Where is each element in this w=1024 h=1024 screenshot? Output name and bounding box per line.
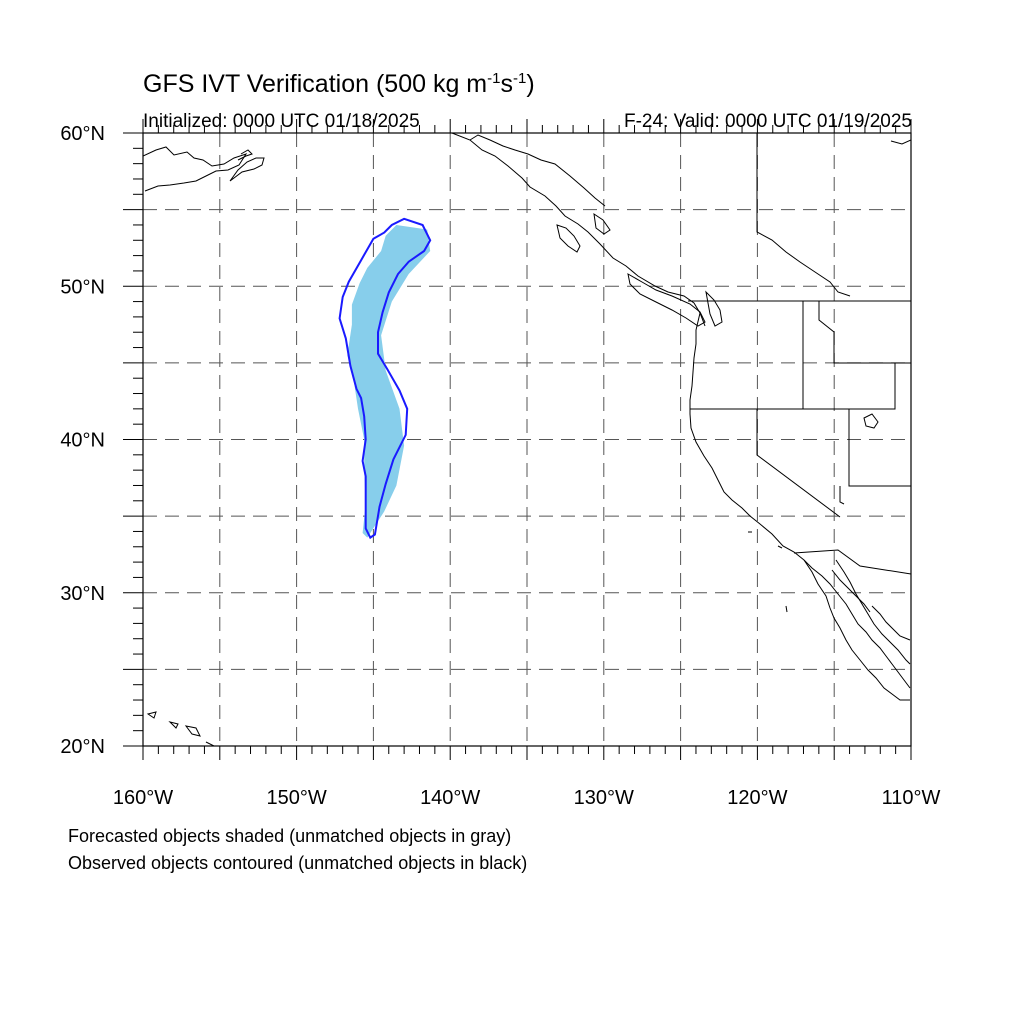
lon-tick-label: 110°W bbox=[882, 787, 941, 809]
forecast-legend-note: Forecasted objects shaded (unmatched obj… bbox=[68, 826, 512, 846]
lon-tick-label: 120°W bbox=[727, 787, 787, 809]
axis-ticks bbox=[123, 119, 912, 760]
coastlines-and-borders bbox=[143, 133, 911, 746]
lon-tick-label: 160°W bbox=[113, 787, 173, 809]
observed-legend-note: Observed objects contoured (unmatched ob… bbox=[68, 853, 528, 873]
map-frame bbox=[142, 132, 912, 747]
init-time-label: Initialized: 0000 UTC 01/18/2025 bbox=[143, 111, 420, 132]
lat-tick-label: 40°N bbox=[60, 430, 105, 452]
lat-tick-label: 20°N bbox=[60, 736, 105, 758]
lat-tick-label: 60°N bbox=[60, 123, 105, 145]
lon-tick-label: 150°W bbox=[266, 787, 326, 809]
graticule bbox=[143, 133, 911, 746]
plot-title: GFS IVT Verification (500 kg m-1s-1) bbox=[143, 70, 535, 98]
lon-tick-label: 130°W bbox=[574, 787, 634, 809]
lat-tick-label: 30°N bbox=[60, 583, 105, 605]
forecast-object-shaded bbox=[347, 225, 431, 538]
lon-tick-label: 140°W bbox=[420, 787, 480, 809]
longitude-labels: 160°W 150°W 140°W 130°W 120°W 110°W bbox=[113, 787, 941, 809]
observed-object-contour bbox=[338, 217, 432, 540]
lat-tick-label: 50°N bbox=[60, 276, 105, 298]
latitude-labels: 20°N 30°N 40°N 50°N 60°N bbox=[60, 123, 105, 758]
